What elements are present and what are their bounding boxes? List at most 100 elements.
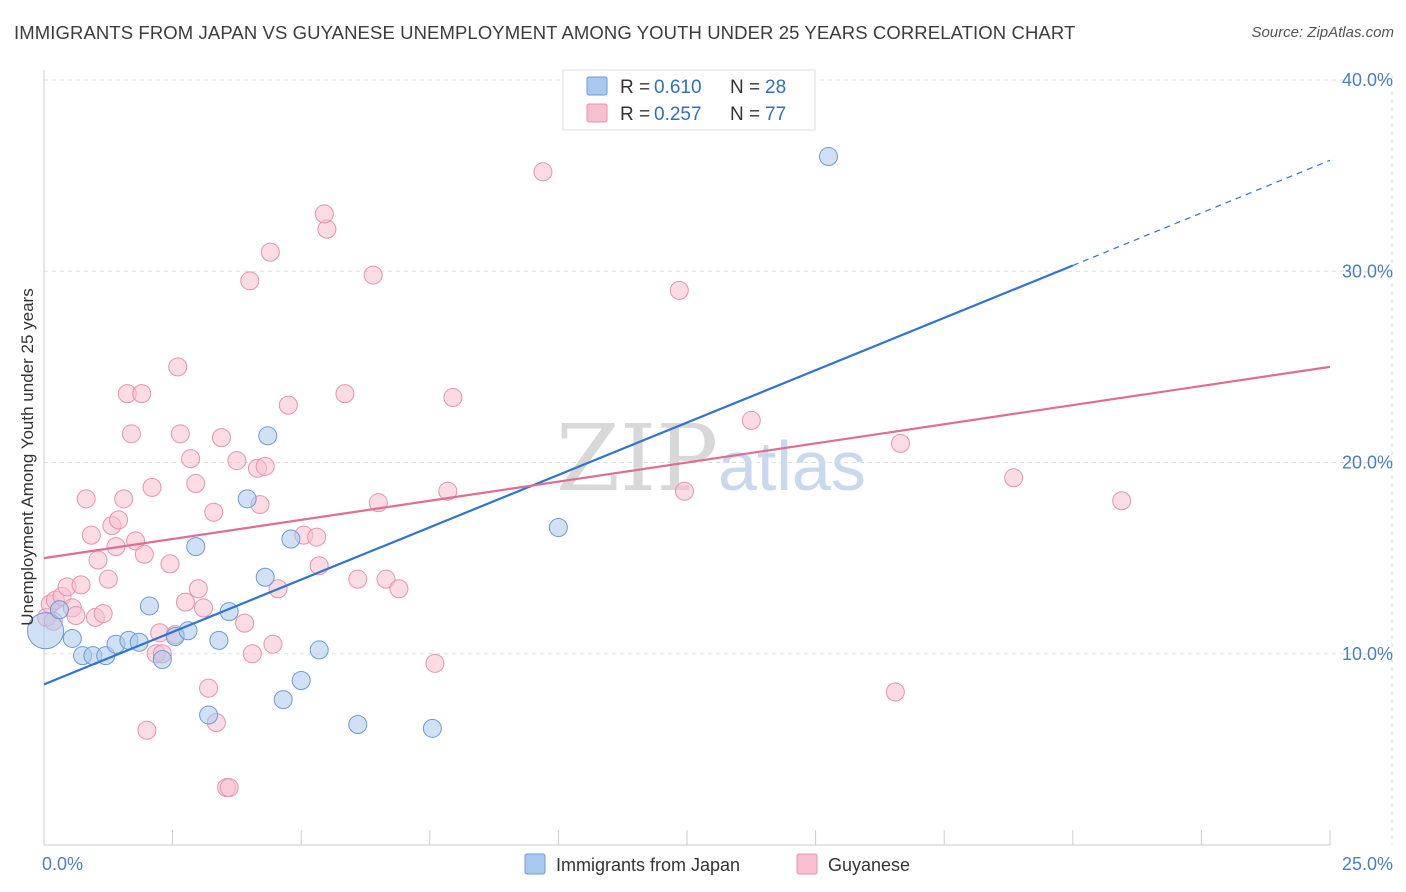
legend-guyanese-r-label: R =: [620, 104, 650, 125]
japan-point: [255, 567, 275, 587]
guyanese-point: [443, 387, 463, 407]
japan-point: [422, 718, 442, 738]
y-axis-title: Unemployment Among Youth under 25 years: [18, 288, 37, 625]
legend-japan-r-label: R =: [620, 77, 650, 98]
guyanese-point: [1112, 491, 1132, 511]
guyanese-point: [235, 613, 255, 633]
guyanese-point: [885, 682, 905, 702]
japan-point: [548, 518, 568, 538]
guyanese-point: [204, 502, 224, 522]
bottom-legend-swatch-guyanese: [796, 853, 818, 875]
guyanese-point: [389, 579, 409, 599]
japan-point: [309, 640, 329, 660]
guyanese-point: [314, 204, 334, 224]
japan-point: [348, 715, 368, 735]
guyanese-point: [114, 489, 134, 509]
japan-point: [27, 612, 65, 650]
x-tick-labels: 0.0% 25.0%: [42, 854, 1393, 874]
guyanese-point: [181, 449, 201, 469]
guyanese-point: [263, 634, 283, 654]
guyanese-point: [121, 424, 141, 444]
japan-point: [273, 690, 293, 710]
stats-legend: R = 0.610 N = 28 R = 0.257 N = 77: [562, 69, 816, 131]
guyanese-point: [71, 575, 91, 595]
guyanese-point: [278, 395, 298, 415]
japan-point: [178, 621, 198, 641]
japan-point: [258, 426, 278, 446]
japan-point: [291, 671, 311, 691]
guyanese-point: [211, 428, 231, 448]
guyanese-point: [227, 451, 247, 471]
guyanese-point: [669, 280, 689, 300]
guyanese-point: [88, 550, 108, 570]
legend-swatch-japan: [586, 76, 608, 96]
guyanese-point: [674, 481, 694, 501]
japan-point: [237, 489, 257, 509]
guyanese-point: [438, 481, 458, 501]
guyanese-point: [255, 456, 275, 476]
y-tick-labels: 10.0% 20.0% 30.0% 40.0%: [1342, 70, 1393, 664]
japan-point: [209, 630, 229, 650]
guyanese-point: [219, 778, 239, 798]
legend-guyanese-n-value: 77: [765, 104, 786, 125]
guyanese-point: [109, 510, 129, 530]
guyanese-point: [335, 384, 355, 404]
guyanese-point: [240, 271, 260, 291]
series-legend: Immigrants from Japan Guyanese: [524, 853, 910, 875]
chart-title: IMMIGRANTS FROM JAPAN VS GUYANESE UNEMPL…: [14, 22, 1076, 43]
x-tick-label: 0.0%: [42, 854, 83, 874]
guyanese-point: [533, 162, 553, 182]
japan-point: [199, 705, 219, 725]
legend-japan-n-label: N =: [730, 77, 760, 98]
legend-japan-n-value: 28: [765, 77, 786, 98]
japan-point: [62, 628, 82, 648]
guyanese-point: [376, 569, 396, 589]
guyanese-point: [66, 606, 86, 625]
guyanese-point: [307, 527, 327, 547]
guyanese-point: [170, 424, 190, 444]
guyanese-point: [425, 653, 445, 673]
guyanese-point: [260, 242, 280, 262]
japan-trend-line: [43, 264, 1074, 686]
guyanese-point: [193, 598, 213, 618]
japan-point: [281, 529, 301, 549]
trend-lines: [43, 159, 1331, 686]
guyanese-point: [363, 265, 383, 285]
guyanese-point: [142, 477, 162, 497]
japan-points: [27, 147, 838, 738]
guyanese-point: [160, 554, 180, 574]
guyanese-points: [37, 162, 1132, 798]
y-tick-label: 10.0%: [1342, 644, 1393, 664]
guyanese-point: [1004, 468, 1024, 488]
guyanese-trend-line: [43, 365, 1331, 560]
y-tick-label: 20.0%: [1342, 453, 1393, 473]
japan-trend-extension: [1072, 159, 1331, 267]
japan-point: [186, 537, 206, 557]
source-label: Source: ZipAtlas.com: [1251, 24, 1394, 41]
guyanese-point: [134, 544, 154, 564]
guyanese-point: [76, 489, 96, 509]
guyanese-point: [348, 569, 368, 589]
guyanese-point: [890, 433, 910, 453]
japan-point: [139, 596, 159, 616]
guyanese-point: [741, 410, 761, 430]
watermark-zip: ZIP: [556, 405, 718, 512]
x-axis-ticks: [172, 830, 1331, 845]
y-tick-label: 40.0%: [1342, 70, 1393, 90]
guyanese-point: [168, 357, 188, 377]
guyanese-point: [81, 525, 101, 545]
guyanese-point: [175, 592, 195, 612]
bottom-legend-japan-label: Immigrants from Japan: [556, 855, 740, 875]
japan-point: [818, 147, 838, 166]
japan-point: [152, 649, 172, 669]
guyanese-point: [186, 474, 206, 494]
bottom-legend-guyanese-label: Guyanese: [828, 855, 910, 875]
guyanese-point: [199, 678, 219, 698]
legend-japan-r-value: 0.610: [654, 77, 702, 98]
legend-guyanese-n-label: N =: [730, 104, 760, 125]
bottom-legend-swatch-japan: [524, 853, 546, 875]
guyanese-point: [98, 569, 118, 589]
guyanese-point: [93, 604, 113, 624]
guyanese-point: [132, 384, 152, 404]
